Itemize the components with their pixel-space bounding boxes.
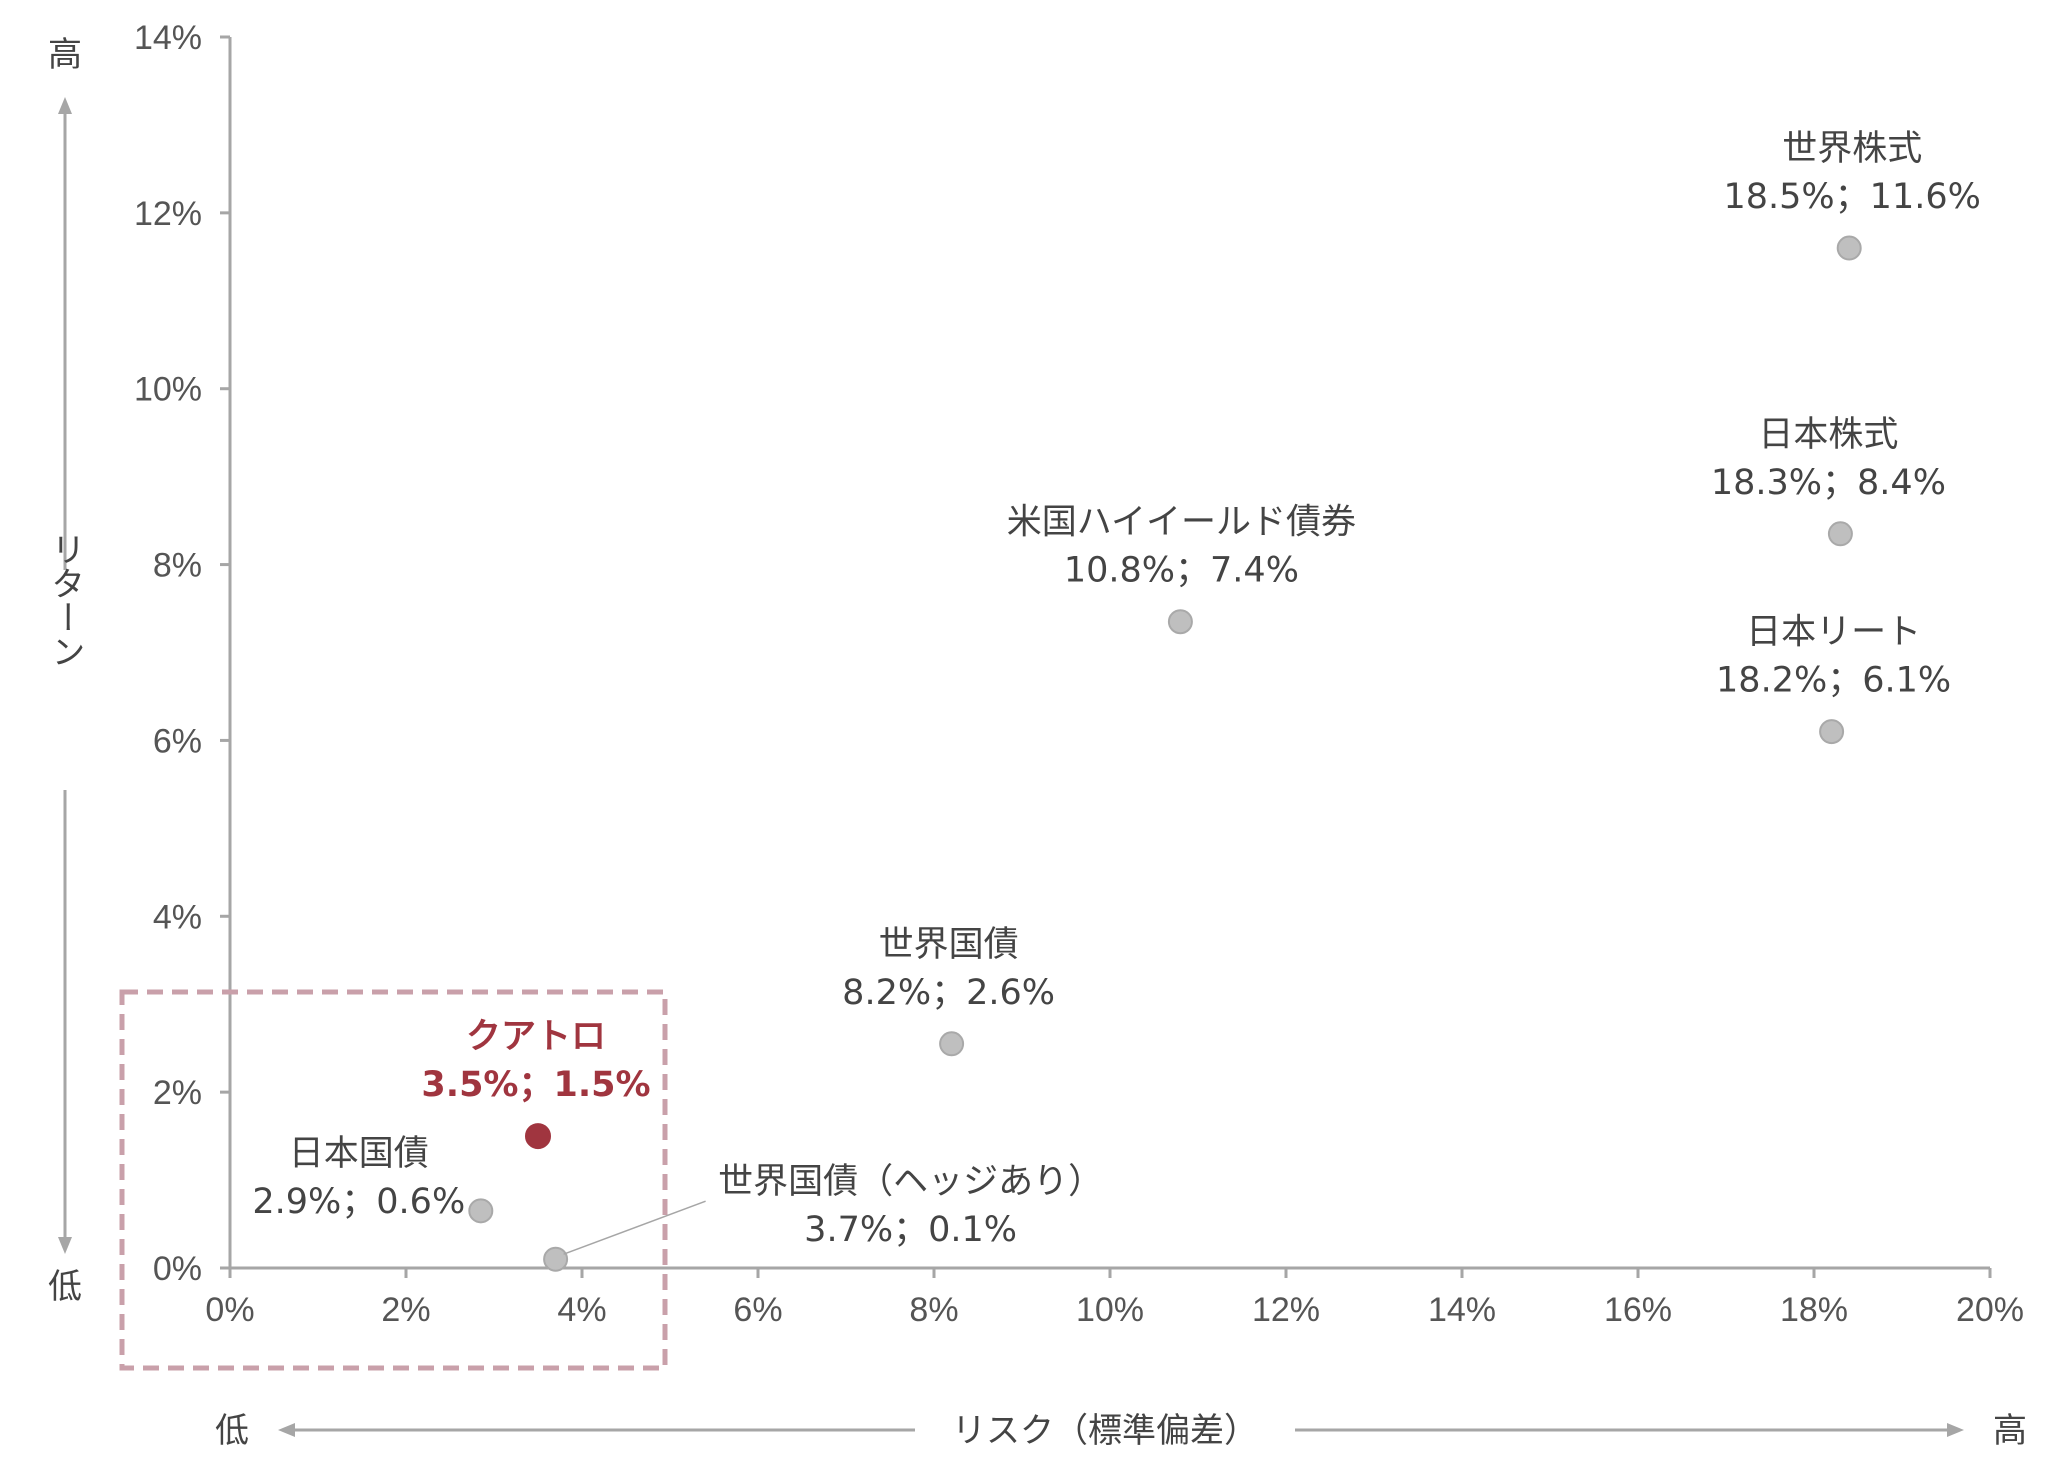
data-point <box>939 1031 965 1057</box>
x-ticks: 0% 2% 4% 6% 8% 10% 12% 14% 16% 18% 20% <box>205 1268 2024 1329</box>
x-tick-label: 4% <box>557 1291 606 1329</box>
data-points <box>468 235 1862 1272</box>
x-tick-label: 12% <box>1252 1291 1320 1329</box>
data-point <box>468 1198 494 1224</box>
point-value-label: 3.5%；1.5% <box>421 1065 650 1105</box>
x-tick-label: 0% <box>205 1291 254 1329</box>
x-tick-label: 8% <box>909 1291 958 1329</box>
y-tick-label: 4% <box>153 898 202 936</box>
data-point <box>1167 609 1193 635</box>
left-arrow-icon <box>278 1423 295 1437</box>
point-value-label: 3.7%；0.1% <box>804 1210 1017 1250</box>
y-ticks: 0% 2% 4% 6% 8% 10% 12% 14% <box>134 19 230 1288</box>
x-tick-label: 20% <box>1956 1291 2024 1329</box>
y-tick-label: 10% <box>134 371 202 409</box>
data-point <box>1819 719 1845 745</box>
point-name-label: 世界国債 <box>879 925 1019 965</box>
point-name-label: クアトロ <box>466 1017 606 1057</box>
point-name-label: 世界国債（ヘッジあり） <box>718 1162 1103 1202</box>
y-tick-label: 2% <box>153 1074 202 1112</box>
highlight-point <box>525 1123 551 1150</box>
y-tick-label: 0% <box>153 1250 202 1288</box>
point-name-label: 米国ハイイールド債券 <box>1007 503 1356 543</box>
y-tick-label: 8% <box>153 547 202 585</box>
point-value-label: 18.5%；11.6% <box>1724 177 1981 217</box>
y-tick-label: 14% <box>134 19 202 57</box>
up-arrow-icon <box>58 97 72 114</box>
x-low-label: 低 <box>215 1411 249 1451</box>
x-axis-title-group: 低 リスク（標準偏差） 高 <box>215 1411 2027 1451</box>
point-value-label: 18.3%；8.4% <box>1711 463 1946 503</box>
point-name-label: 日本リート <box>1746 613 1921 653</box>
point-value-label: 2.9%；0.6% <box>252 1182 465 1222</box>
right-arrow-icon <box>1947 1423 1964 1437</box>
point-value-label: 8.2%；2.6% <box>842 973 1055 1013</box>
y-tick-label: 6% <box>153 722 202 760</box>
x-axis-title: リスク（標準偏差） <box>952 1411 1258 1451</box>
point-value-label: 18.2%；6.1% <box>1716 661 1951 701</box>
x-tick-label: 18% <box>1780 1291 1848 1329</box>
point-name-label: 日本国債 <box>289 1134 429 1174</box>
down-arrow-icon <box>58 1237 72 1254</box>
data-point <box>1836 235 1862 261</box>
y-axis-title-group: 高 リターン 低 <box>45 35 85 1307</box>
x-tick-label: 2% <box>381 1291 430 1329</box>
highlight-box <box>119 989 668 1371</box>
x-high-label: 高 <box>1993 1411 2027 1451</box>
point-name-label: 世界株式 <box>1782 129 1922 169</box>
y-high-label: 高 <box>48 35 82 75</box>
data-point <box>543 1246 569 1272</box>
y-tick-label: 12% <box>134 195 202 233</box>
y-axis-title: リターン <box>45 532 85 668</box>
x-tick-label: 14% <box>1428 1291 1496 1329</box>
point-value-label: 10.8%；7.4% <box>1064 551 1299 591</box>
data-point <box>1827 521 1853 547</box>
point-name-label: 日本株式 <box>1758 415 1898 455</box>
x-tick-label: 10% <box>1076 1291 1144 1329</box>
x-tick-label: 16% <box>1604 1291 1672 1329</box>
leader-line <box>563 1200 706 1255</box>
y-low-label: 低 <box>48 1267 82 1307</box>
point-labels: 世界株式 18.5%；11.6% 日本株式 18.3%；8.4% 日本リート 18.2%；… <box>252 129 1981 1255</box>
x-tick-label: 6% <box>733 1291 782 1329</box>
